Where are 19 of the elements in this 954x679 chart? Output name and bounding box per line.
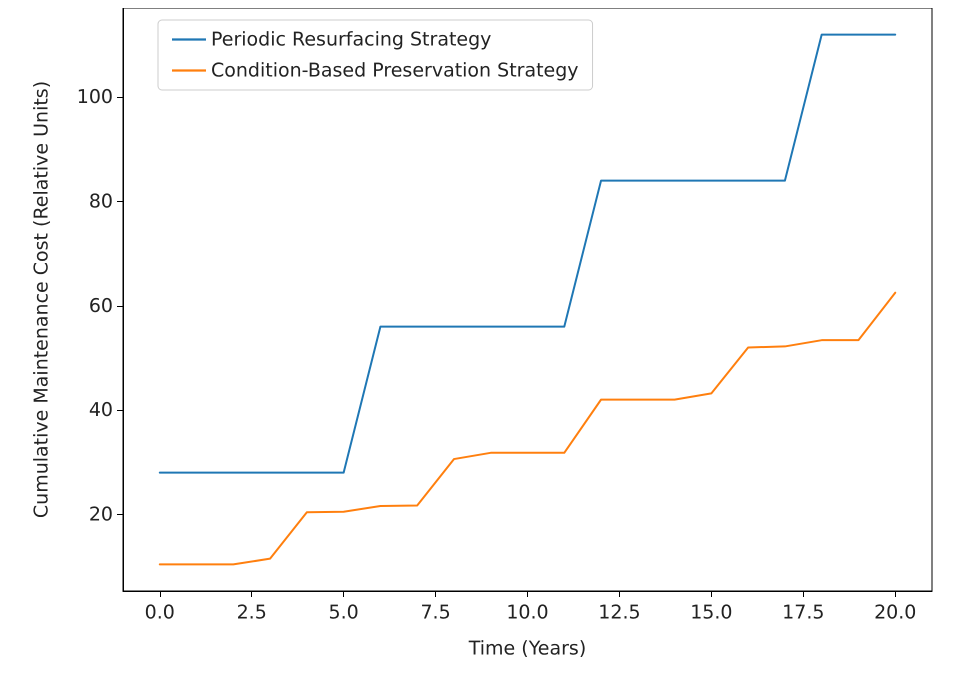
line-series [158,292,896,566]
y-tick-label: 60 [88,294,113,317]
x-axis-title: Time (Years) [468,638,586,660]
y-tick-label: 40 [88,399,113,422]
y-tick-label: 20 [88,503,113,526]
y-tick-label: 100 [76,86,113,108]
x-tick-label: 20.0 [874,602,916,624]
x-tick-label: 12.5 [598,602,641,624]
x-tick-label: 7.5 [420,602,451,624]
x-tick-label: 5.0 [328,602,359,624]
x-tick-label: 15.0 [690,602,733,624]
y-axis-title: Cumulative Maintenance Cost (Relative Units) [30,80,52,518]
x-tick-label: 0.0 [144,602,175,624]
x-tick-label: 17.5 [782,602,824,624]
x-tick-label: 2.5 [236,602,267,624]
x-tick-label: 10.0 [506,602,549,624]
legend-label: Periodic Resurfacing Strategy [211,28,492,50]
y-tick-label: 80 [88,190,113,212]
legend-label: Condition-Based Preservation Strategy [211,60,579,82]
